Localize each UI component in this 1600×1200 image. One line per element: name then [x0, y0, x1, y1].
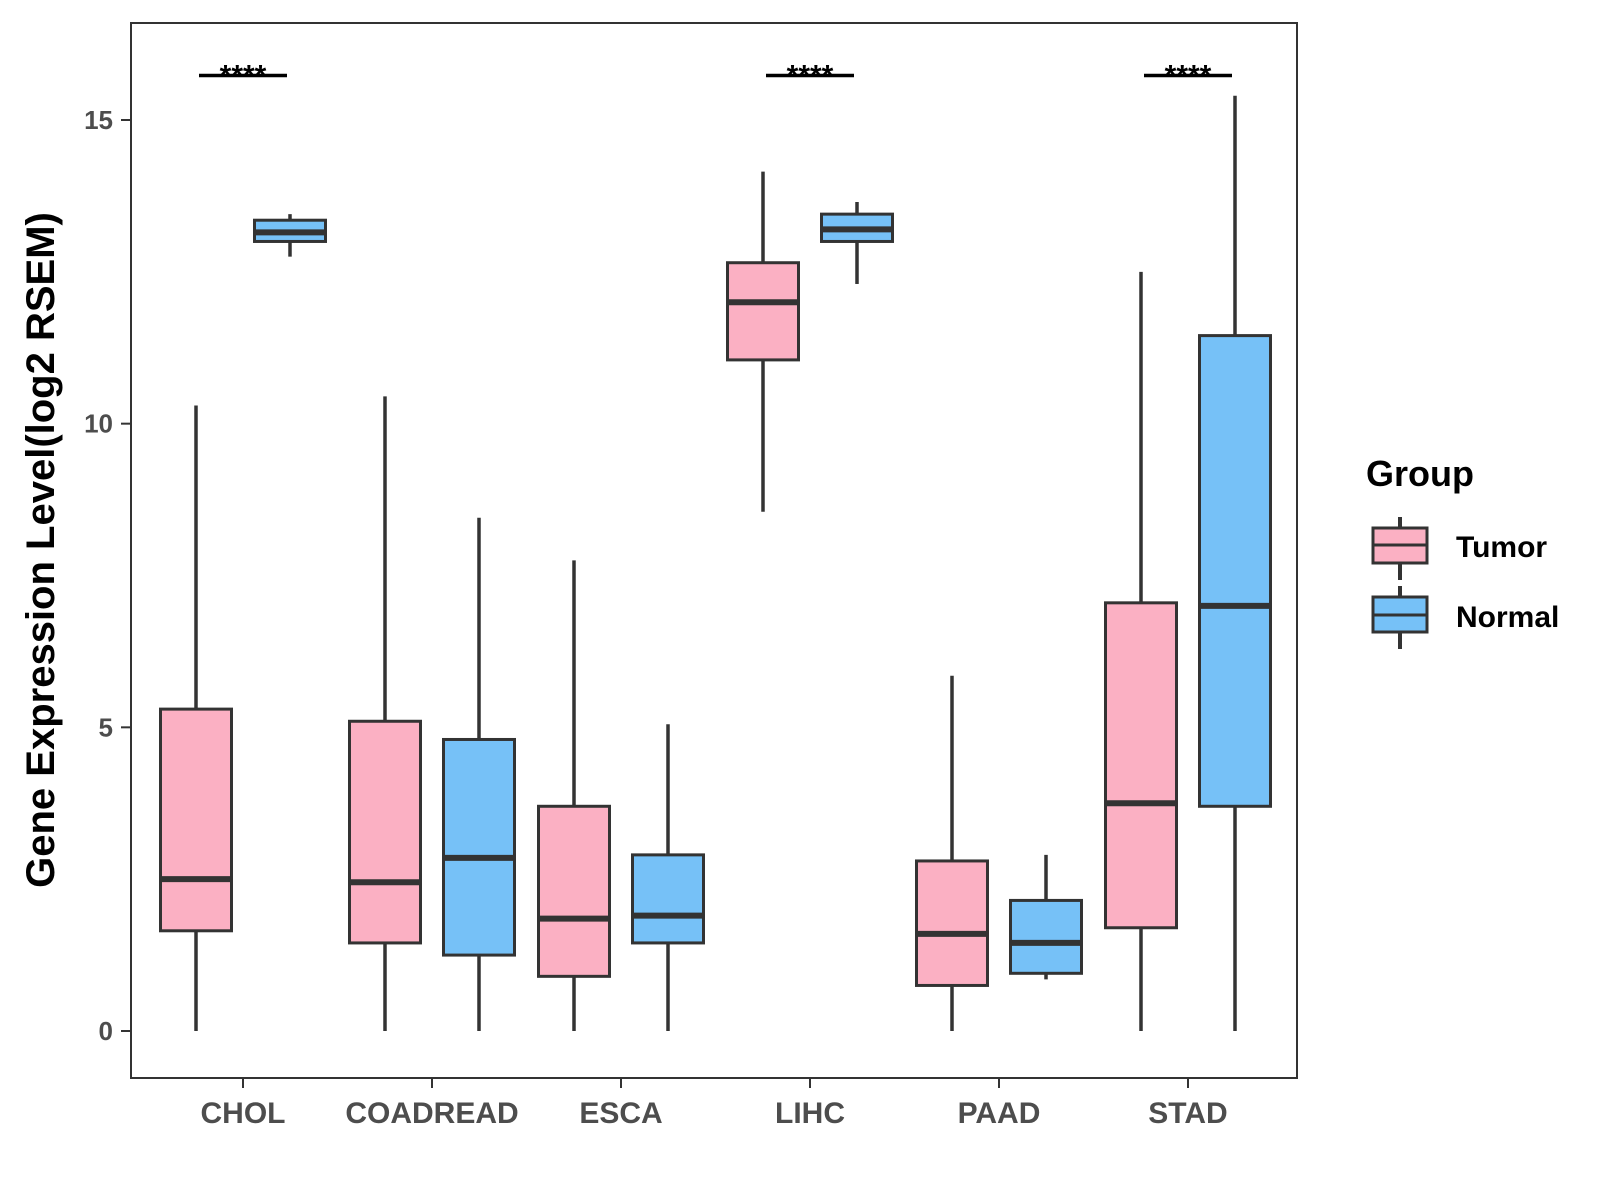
- x-tick-label-esca: ESCA: [579, 1097, 662, 1130]
- box-lihc-tumor: [726, 171, 800, 512]
- x-tick-label-chol: CHOL: [201, 1097, 286, 1130]
- box-coadread-tumor: [348, 396, 422, 1031]
- x-axis: CHOL COADREAD ESCA LIHC PAAD STAD: [201, 1078, 1228, 1130]
- legend-label-tumor: Tumor: [1456, 531, 1547, 564]
- box-paad-normal: [1009, 854, 1083, 980]
- boxes-layer: [159, 95, 1272, 1031]
- iqr-box-paad-normal: [1009, 898, 1083, 975]
- iqr-box-coadread-normal: [442, 737, 516, 957]
- y-tick-label-15: 15: [84, 105, 113, 135]
- y-axis-title: Gene Expression Level(log2 RSEM): [19, 212, 63, 888]
- legend-key-tumor: [1371, 517, 1429, 580]
- iqr-box-coadread-tumor: [348, 719, 422, 945]
- significance-layer: **** **** ****: [199, 59, 1232, 92]
- y-tick-label-0: 0: [99, 1016, 113, 1046]
- legend-title: Group: [1366, 453, 1474, 494]
- iqr-box-esca-normal: [631, 853, 705, 945]
- iqr-box-stad-tumor: [1104, 601, 1178, 930]
- y-axis: 0 5 10 15: [84, 105, 131, 1046]
- iqr-box-lihc-tumor: [726, 261, 800, 362]
- iqr-box-paad-tumor: [915, 859, 989, 987]
- sig-label-chol: ****: [220, 59, 267, 92]
- x-tick-label-coadread: COADREAD: [345, 1097, 518, 1130]
- y-tick-label-5: 5: [99, 712, 113, 742]
- box-chol-normal: [253, 214, 327, 257]
- box-paad-tumor: [915, 675, 989, 1031]
- box-esca-normal: [631, 724, 705, 1031]
- box-chol-tumor: [159, 405, 233, 1031]
- box-stad-tumor: [1104, 271, 1178, 1031]
- legend: Group Tumor Normal: [1366, 453, 1559, 649]
- y-tick-label-10: 10: [84, 409, 113, 439]
- legend-label-normal: Normal: [1456, 601, 1559, 634]
- iqr-box-esca-tumor: [537, 804, 611, 978]
- sig-label-stad: ****: [1165, 59, 1212, 92]
- x-tick-label-stad: STAD: [1148, 1097, 1227, 1130]
- box-lihc-normal: [820, 201, 894, 284]
- box-coadread-normal: [442, 517, 516, 1031]
- box-esca-tumor: [537, 560, 611, 1031]
- plot-panel: [130, 22, 1298, 1079]
- iqr-box-stad-normal: [1198, 334, 1272, 808]
- x-tick-label-lihc: LIHC: [775, 1097, 845, 1130]
- box-stad-normal: [1198, 95, 1272, 1031]
- sig-label-lihc: ****: [787, 59, 834, 92]
- legend-key-normal: [1371, 586, 1429, 649]
- iqr-box-chol-tumor: [159, 707, 233, 933]
- x-tick-label-paad: PAAD: [958, 1097, 1041, 1130]
